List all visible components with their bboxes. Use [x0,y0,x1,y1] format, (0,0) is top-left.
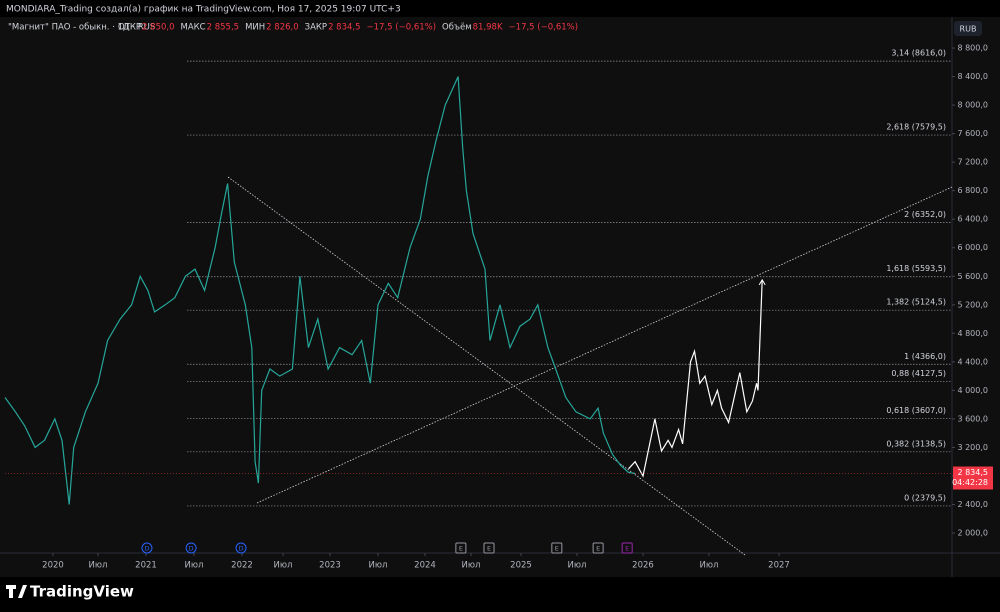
ohlc-legend: ОТКР 2 850,0 МАКС 2 855,5 МИН 2 826,0 ЗАКР 2 83… [118,23,578,33]
x-tick-label: 2021 [135,561,157,571]
ohlc-name: ЗАКР [305,23,327,33]
x-tick-label: 2026 [632,561,654,571]
x-tick-label: 2024 [414,561,436,571]
ohlc-value: −17,5 (−0,61%) [367,23,437,33]
y-tick-label: 6 400,0 [957,215,988,224]
earnings-marker [621,542,633,554]
x-tick-label: 2020 [42,561,64,571]
ohlc-value: 2 850,0 [142,23,174,33]
y-tick-label: 6 800,0 [957,186,988,195]
x-tick-label: 2023 [319,561,341,571]
price-line [628,279,763,478]
y-tick-label: 8 400,0 [957,72,988,81]
earnings-marker [483,542,495,554]
y-tick-label: 4 000,0 [957,386,988,395]
y-tick-label: 5 200,0 [957,300,988,309]
y-tick-label: 3 600,0 [957,414,988,423]
y-tick-label: 7 200,0 [957,158,988,167]
y-tick-label: 7 600,0 [957,129,988,138]
ohlc-name: ОТКР [118,23,141,33]
dividend-marker [185,542,197,554]
fib-label: 0 (2379,5) [904,493,946,502]
y-tick-label: 6 000,0 [957,243,988,252]
earnings-marker [592,542,604,554]
ohlc-value: 2 834,5 [328,23,360,33]
y-tick-label: 5 600,0 [957,272,988,281]
earnings-marker [455,542,467,554]
y-tick-label: 2 400,0 [957,500,988,509]
brand: TradingView [30,583,134,601]
ohlc-value: −17,5 (−0,61%) [509,23,579,33]
chart-area [0,17,1000,577]
dividend-marker [235,542,247,554]
x-tick-label: 2022 [231,561,253,571]
x-tick-label: Июл [89,561,108,571]
event-label: E [459,545,463,553]
currency[interactable]: RUB [960,25,977,34]
event-label: E [596,545,600,553]
event-label: E [625,545,629,553]
y-tick-label: 4 400,0 [957,357,988,366]
price-line [4,76,636,505]
x-tick-label: Июл [185,561,204,571]
arrow-head [758,278,766,286]
fib-label: 1 (4366,0) [904,352,946,361]
trend-line [256,186,953,504]
last-price-box [953,466,993,490]
header: MONDIARA_Trading создал(а) график на Tra… [6,5,401,15]
x-tick-label: 2027 [768,561,790,571]
event-label: E [555,545,559,553]
x-tick-label: Июл [568,561,587,571]
ohlc-name: Объём [442,23,472,33]
last-price-label: 2 834,5 [957,468,988,477]
brand-logo [6,585,27,598]
x-tick-label: Июл [462,561,481,571]
y-tick-label: 3 200,0 [957,443,988,452]
x-tick-label: Июл [274,561,293,571]
fib-label: 3,14 (8616,0) [891,49,946,58]
x-tick-label: 2025 [510,561,532,571]
ohlc-value: 81,98K [473,23,503,33]
y-tick-label: 2 000,0 [957,529,988,538]
x-tick-label: Июл [700,561,719,571]
fib-label: 0,618 (3607,0) [886,406,946,415]
fib-label: 1,618 (5593,5) [886,264,946,273]
fib-label: 1,382 (5124,5) [886,298,946,307]
x-tick-label: Июл [369,561,388,571]
event-label: D [144,545,149,553]
fib-label: 2 (6352,0) [904,210,946,219]
ohlc-value: 2 826,0 [266,23,298,33]
ohlc-value: 2 855,5 [207,23,239,33]
earnings-marker [551,542,563,554]
event-label: E [487,545,491,553]
currency-button[interactable] [954,21,982,36]
symbol-title: "Магнит" ПАО - обыкн. · 1Д · RUS [8,23,155,33]
last-price-timer: 04:42:28 [952,478,988,487]
event-label: D [239,545,244,553]
event-label: D [189,545,194,553]
ohlc-name: МИН [245,23,265,33]
dividend-marker [141,542,153,554]
y-tick-label: 4 800,0 [957,329,988,338]
y-tick-label: 8 800,0 [957,44,988,53]
ohlc-name: МАКС [181,23,206,33]
fib-label: 0,382 (3138,5) [886,439,946,448]
y-tick-label: 8 000,0 [957,101,988,110]
fib-label: 0,88 (4127,5) [891,369,946,378]
fib-label: 2,618 (7579,5) [886,123,946,132]
